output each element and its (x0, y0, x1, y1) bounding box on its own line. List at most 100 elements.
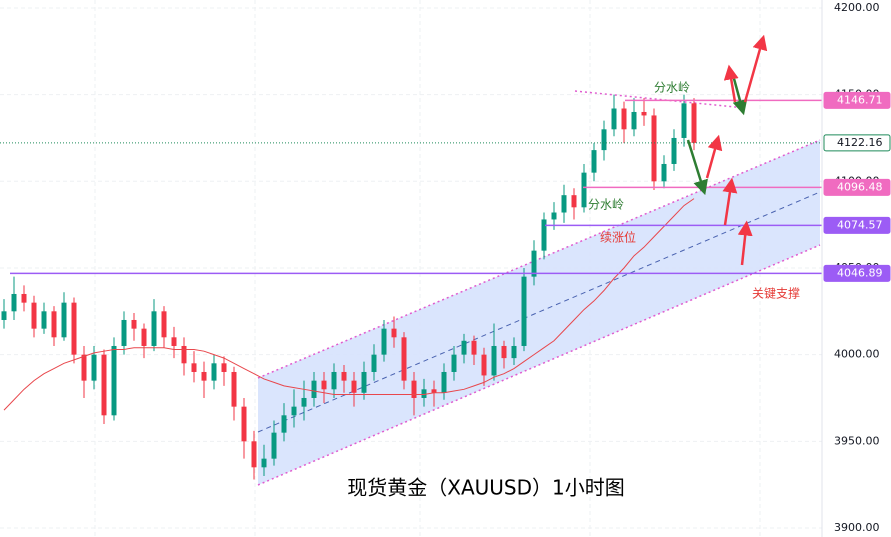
candle-body (581, 172, 587, 208)
candle-body (171, 337, 177, 346)
arrow-up (722, 177, 738, 226)
candle-body (521, 276, 527, 346)
y-tick-label: 3900.00 (834, 521, 880, 534)
candle-body (211, 363, 217, 381)
candle-body (61, 302, 67, 338)
candle-body (101, 354, 107, 416)
candle-body (181, 345, 187, 364)
candle-body (511, 345, 517, 359)
candle-body (651, 115, 657, 182)
candle-body (241, 406, 247, 442)
candle-body (461, 340, 467, 355)
price-tag (823, 91, 891, 109)
candle-body (491, 345, 497, 376)
y-tick-label: 4200.00 (834, 1, 880, 14)
channel-top (257, 139, 821, 379)
candle-body (131, 319, 137, 329)
arrow-up (705, 134, 723, 179)
candle-body (481, 354, 487, 376)
candle-body (371, 354, 377, 372)
chart-title: 现货黄金（XAUUSD）1小时图 (347, 476, 624, 500)
price-tag-label: 4096.48 (837, 180, 883, 193)
candle-body (351, 380, 357, 393)
candle-body (451, 354, 457, 372)
candle-body (501, 345, 507, 359)
candle-body (41, 311, 47, 329)
price-tag (823, 134, 891, 152)
candle-body (191, 363, 197, 372)
candle-body (611, 108, 617, 130)
price-tag (823, 178, 891, 196)
price-tag-label: 4146.71 (837, 93, 883, 106)
candle-body (571, 195, 577, 208)
candle-body (21, 293, 27, 303)
candle-body (151, 311, 157, 346)
candle-body (381, 328, 387, 355)
candle-body (591, 150, 597, 173)
arrow-up (743, 34, 768, 103)
candle-body (291, 406, 297, 416)
candle-body (561, 195, 567, 213)
candle-body (331, 371, 337, 390)
candle-body (471, 340, 477, 355)
candle-body (421, 389, 427, 398)
candle-body (401, 337, 407, 381)
candle-body (541, 219, 547, 251)
candle-body (411, 380, 417, 398)
arrow-down (686, 139, 708, 196)
candle-body (641, 111, 647, 116)
candle-body (161, 311, 167, 338)
candle-body (391, 328, 397, 338)
ma-line (3, 198, 695, 411)
candle-body (111, 345, 117, 416)
candle-body (71, 302, 77, 355)
annotation: 分水岭 (588, 198, 624, 212)
arrow-up (723, 64, 739, 103)
candle-body (621, 108, 627, 130)
candle-body (431, 389, 437, 393)
price-tag-label: 4074.57 (837, 218, 883, 231)
channel (258, 140, 820, 485)
candle-body (551, 212, 557, 220)
y-tick-label: 4000.00 (834, 348, 880, 361)
candle-body (601, 129, 607, 151)
candle-body (121, 319, 127, 346)
candle-body (81, 354, 87, 381)
candle-body (361, 371, 367, 393)
candle-body (281, 415, 287, 433)
candle-body (681, 103, 687, 138)
candle-body (1, 311, 7, 320)
candle-body (631, 111, 637, 130)
candle-body (91, 354, 97, 381)
candle-body (201, 371, 207, 381)
channel-bottom (257, 244, 821, 486)
annotation: 续涨位 (600, 230, 636, 245)
price-axis: 3900.003950.004000.004050.004100.004150.… (823, 1, 891, 534)
candle-body (231, 371, 237, 407)
trend-line (574, 90, 746, 109)
candle-body (141, 328, 147, 346)
price-tag (823, 264, 891, 282)
candle-body (661, 163, 667, 182)
candle-body (671, 137, 677, 164)
arrow-up (737, 220, 753, 266)
candle-body (11, 293, 17, 312)
annotation: 分水岭 (654, 81, 690, 95)
price-tag-label: 4046.89 (837, 266, 883, 279)
candle-body (531, 250, 537, 277)
candle-body (51, 311, 57, 338)
candle-body (31, 302, 37, 329)
plot (0, 94, 822, 480)
y-tick-label: 3950.00 (834, 434, 880, 447)
candle-body (271, 432, 277, 459)
candle-body (221, 363, 227, 372)
candle-body (341, 371, 347, 381)
arrows (686, 34, 768, 266)
annotation: 关键支撑 (752, 286, 800, 301)
candle-body (311, 380, 317, 398)
price-tag-label: 4122.16 (837, 136, 883, 149)
candle-body (261, 458, 267, 468)
price-tag (823, 216, 891, 234)
candle-body (691, 103, 697, 143)
